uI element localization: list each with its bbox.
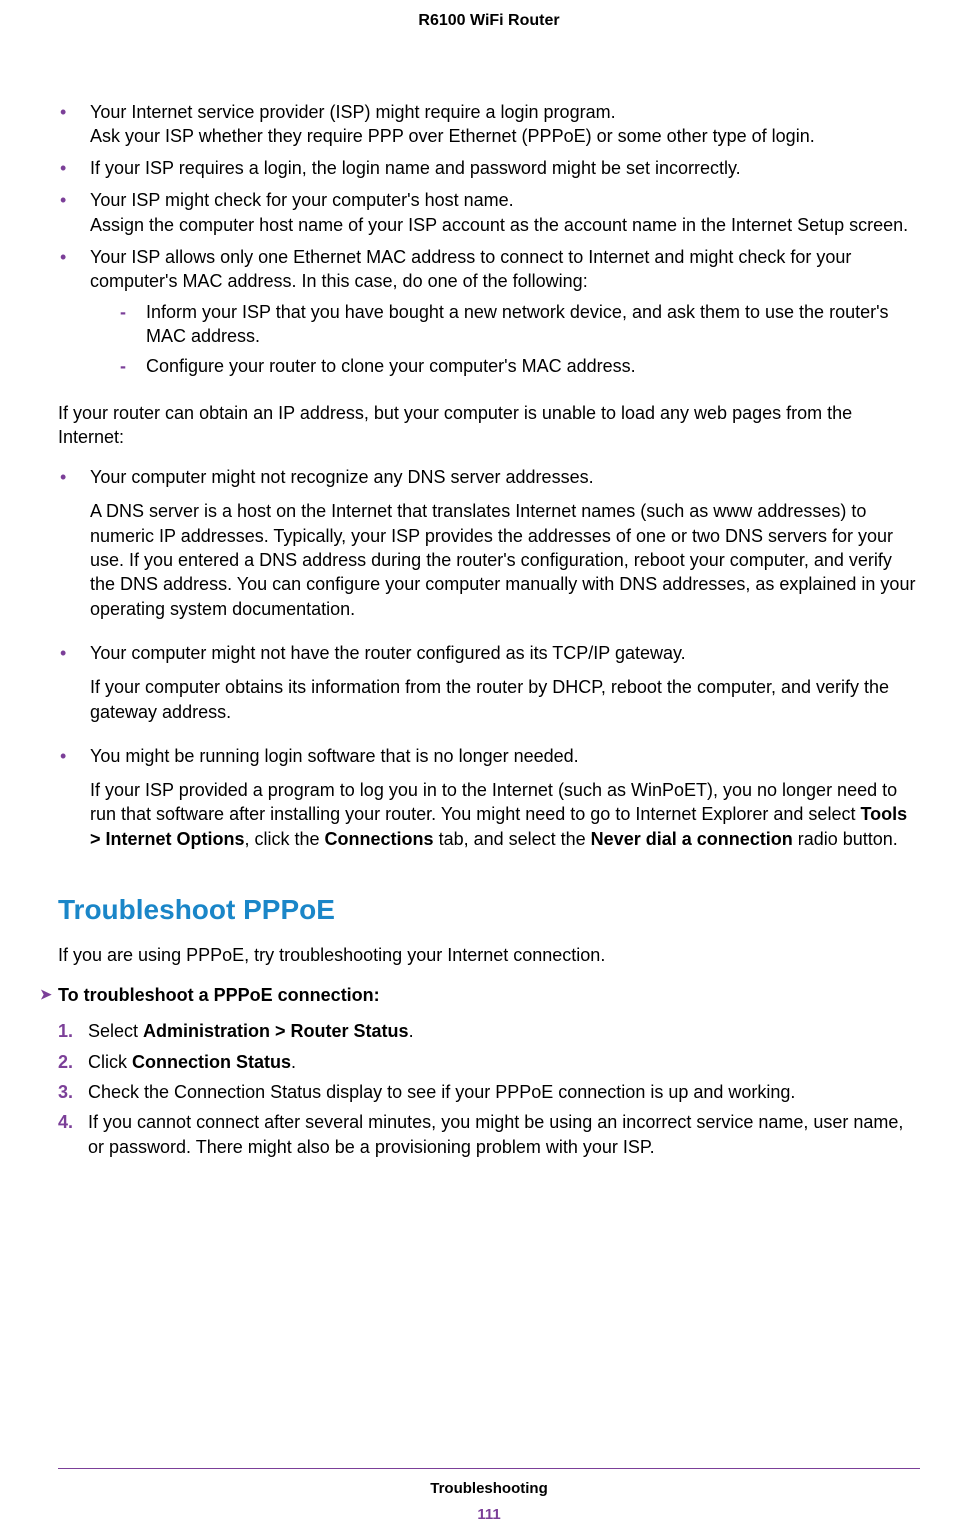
bullet-item: • Your ISP might check for your computer… [58,188,920,237]
bullet-icon: • [58,465,90,633]
step-text: Check the Connection Status display to s… [88,1080,795,1104]
detail-text: radio button. [793,829,898,849]
bullet-item: • Your computer might not have the route… [58,641,920,736]
arrow-icon: ➤ [40,983,58,1007]
footer-rule [58,1468,920,1469]
step-text: Select Administration > Router Status. [88,1019,414,1043]
bullet-text: Your computer might not have the router … [90,641,920,736]
step-item: 3. Check the Connection Status display t… [58,1080,920,1104]
bold-text: Connections [325,829,434,849]
step-number: 1. [58,1019,88,1043]
header-title: R6100 WiFi Router [58,10,920,32]
bold-text: Connection Status [132,1052,291,1072]
detail-text: , click the [245,829,325,849]
detail-text: If your ISP provided a program to log yo… [90,780,897,824]
procedure-heading: ➤ To troubleshoot a PPPoE connection: [40,983,920,1007]
step-text: If you cannot connect after several minu… [88,1110,920,1159]
step-segment: . [409,1021,414,1041]
detail-text: tab, and select the [434,829,591,849]
bullet-list-1: • Your Internet service provider (ISP) m… [58,100,920,385]
section-heading: Troubleshoot PPPoE [58,891,920,929]
numbered-steps: 1. Select Administration > Router Status… [58,1019,920,1158]
bullet-detail: A DNS server is a host on the Internet t… [90,499,920,620]
step-item: 2. Click Connection Status. [58,1050,920,1074]
bullet-list-2: • Your computer might not recognize any … [58,465,920,863]
step-text: Click Connection Status. [88,1050,296,1074]
bullet-line: Assign the computer host name of your IS… [90,215,908,235]
step-number: 3. [58,1080,88,1104]
bullet-line: Your ISP might check for your computer's… [90,190,514,210]
dash-icon: - [120,354,146,378]
step-segment: Click [88,1052,132,1072]
bullet-text: Your ISP might check for your computer's… [90,188,920,237]
bullet-text: Your Internet service provider (ISP) mig… [90,100,920,149]
bold-text: Administration > Router Status [143,1021,409,1041]
body-paragraph: If you are using PPPoE, try troubleshoot… [58,943,920,967]
bullet-text: Your ISP allows only one Ethernet MAC ad… [90,245,920,384]
bullet-line: Your ISP allows only one Ethernet MAC ad… [90,247,851,291]
bullet-text: You might be running login software that… [90,744,920,863]
bullet-detail: If your ISP provided a program to log yo… [90,778,920,851]
bullet-detail: If your computer obtains its information… [90,675,920,724]
procedure-title: To troubleshoot a PPPoE connection: [58,983,380,1007]
body-paragraph: If your router can obtain an IP address,… [58,401,920,450]
bullet-item: • Your ISP allows only one Ethernet MAC … [58,245,920,384]
sub-bullet-text: Inform your ISP that you have bought a n… [146,300,920,349]
bullet-line: If your ISP requires a login, the login … [90,158,741,178]
step-segment: Select [88,1021,143,1041]
document-page: R6100 WiFi Router • Your Internet servic… [0,0,978,1537]
bullet-text: If your ISP requires a login, the login … [90,156,920,180]
footer-section-label: Troubleshooting [0,1479,978,1499]
bullet-icon: • [58,245,90,384]
bullet-text: Your computer might not recognize any DN… [90,465,920,633]
step-segment: . [291,1052,296,1072]
bullet-icon: • [58,641,90,736]
step-number: 4. [58,1110,88,1159]
bullet-item: • You might be running login software th… [58,744,920,863]
footer-page-number: 111 [0,1505,978,1525]
page-footer: Troubleshooting 111 [0,1468,978,1526]
bullet-item: • Your computer might not recognize any … [58,465,920,633]
bullet-item: • If your ISP requires a login, the logi… [58,156,920,180]
bullet-icon: • [58,100,90,149]
bullet-icon: • [58,744,90,863]
step-item: 4. If you cannot connect after several m… [58,1110,920,1159]
bullet-line: Your computer might not have the router … [90,643,686,663]
bullet-line: Your computer might not recognize any DN… [90,467,594,487]
sub-bullet-item: - Inform your ISP that you have bought a… [90,300,920,349]
dash-icon: - [120,300,146,349]
bullet-item: • Your Internet service provider (ISP) m… [58,100,920,149]
bullet-icon: • [58,188,90,237]
sub-bullet-text: Configure your router to clone your comp… [146,354,636,378]
bullet-line: You might be running login software that… [90,746,579,766]
step-number: 2. [58,1050,88,1074]
sub-bullet-list: - Inform your ISP that you have bought a… [90,300,920,379]
bullet-line: Ask your ISP whether they require PPP ov… [90,126,815,146]
bullet-icon: • [58,156,90,180]
sub-bullet-item: - Configure your router to clone your co… [90,354,920,378]
step-item: 1. Select Administration > Router Status… [58,1019,920,1043]
bullet-line: Your Internet service provider (ISP) mig… [90,102,616,122]
bold-text: Never dial a connection [591,829,793,849]
